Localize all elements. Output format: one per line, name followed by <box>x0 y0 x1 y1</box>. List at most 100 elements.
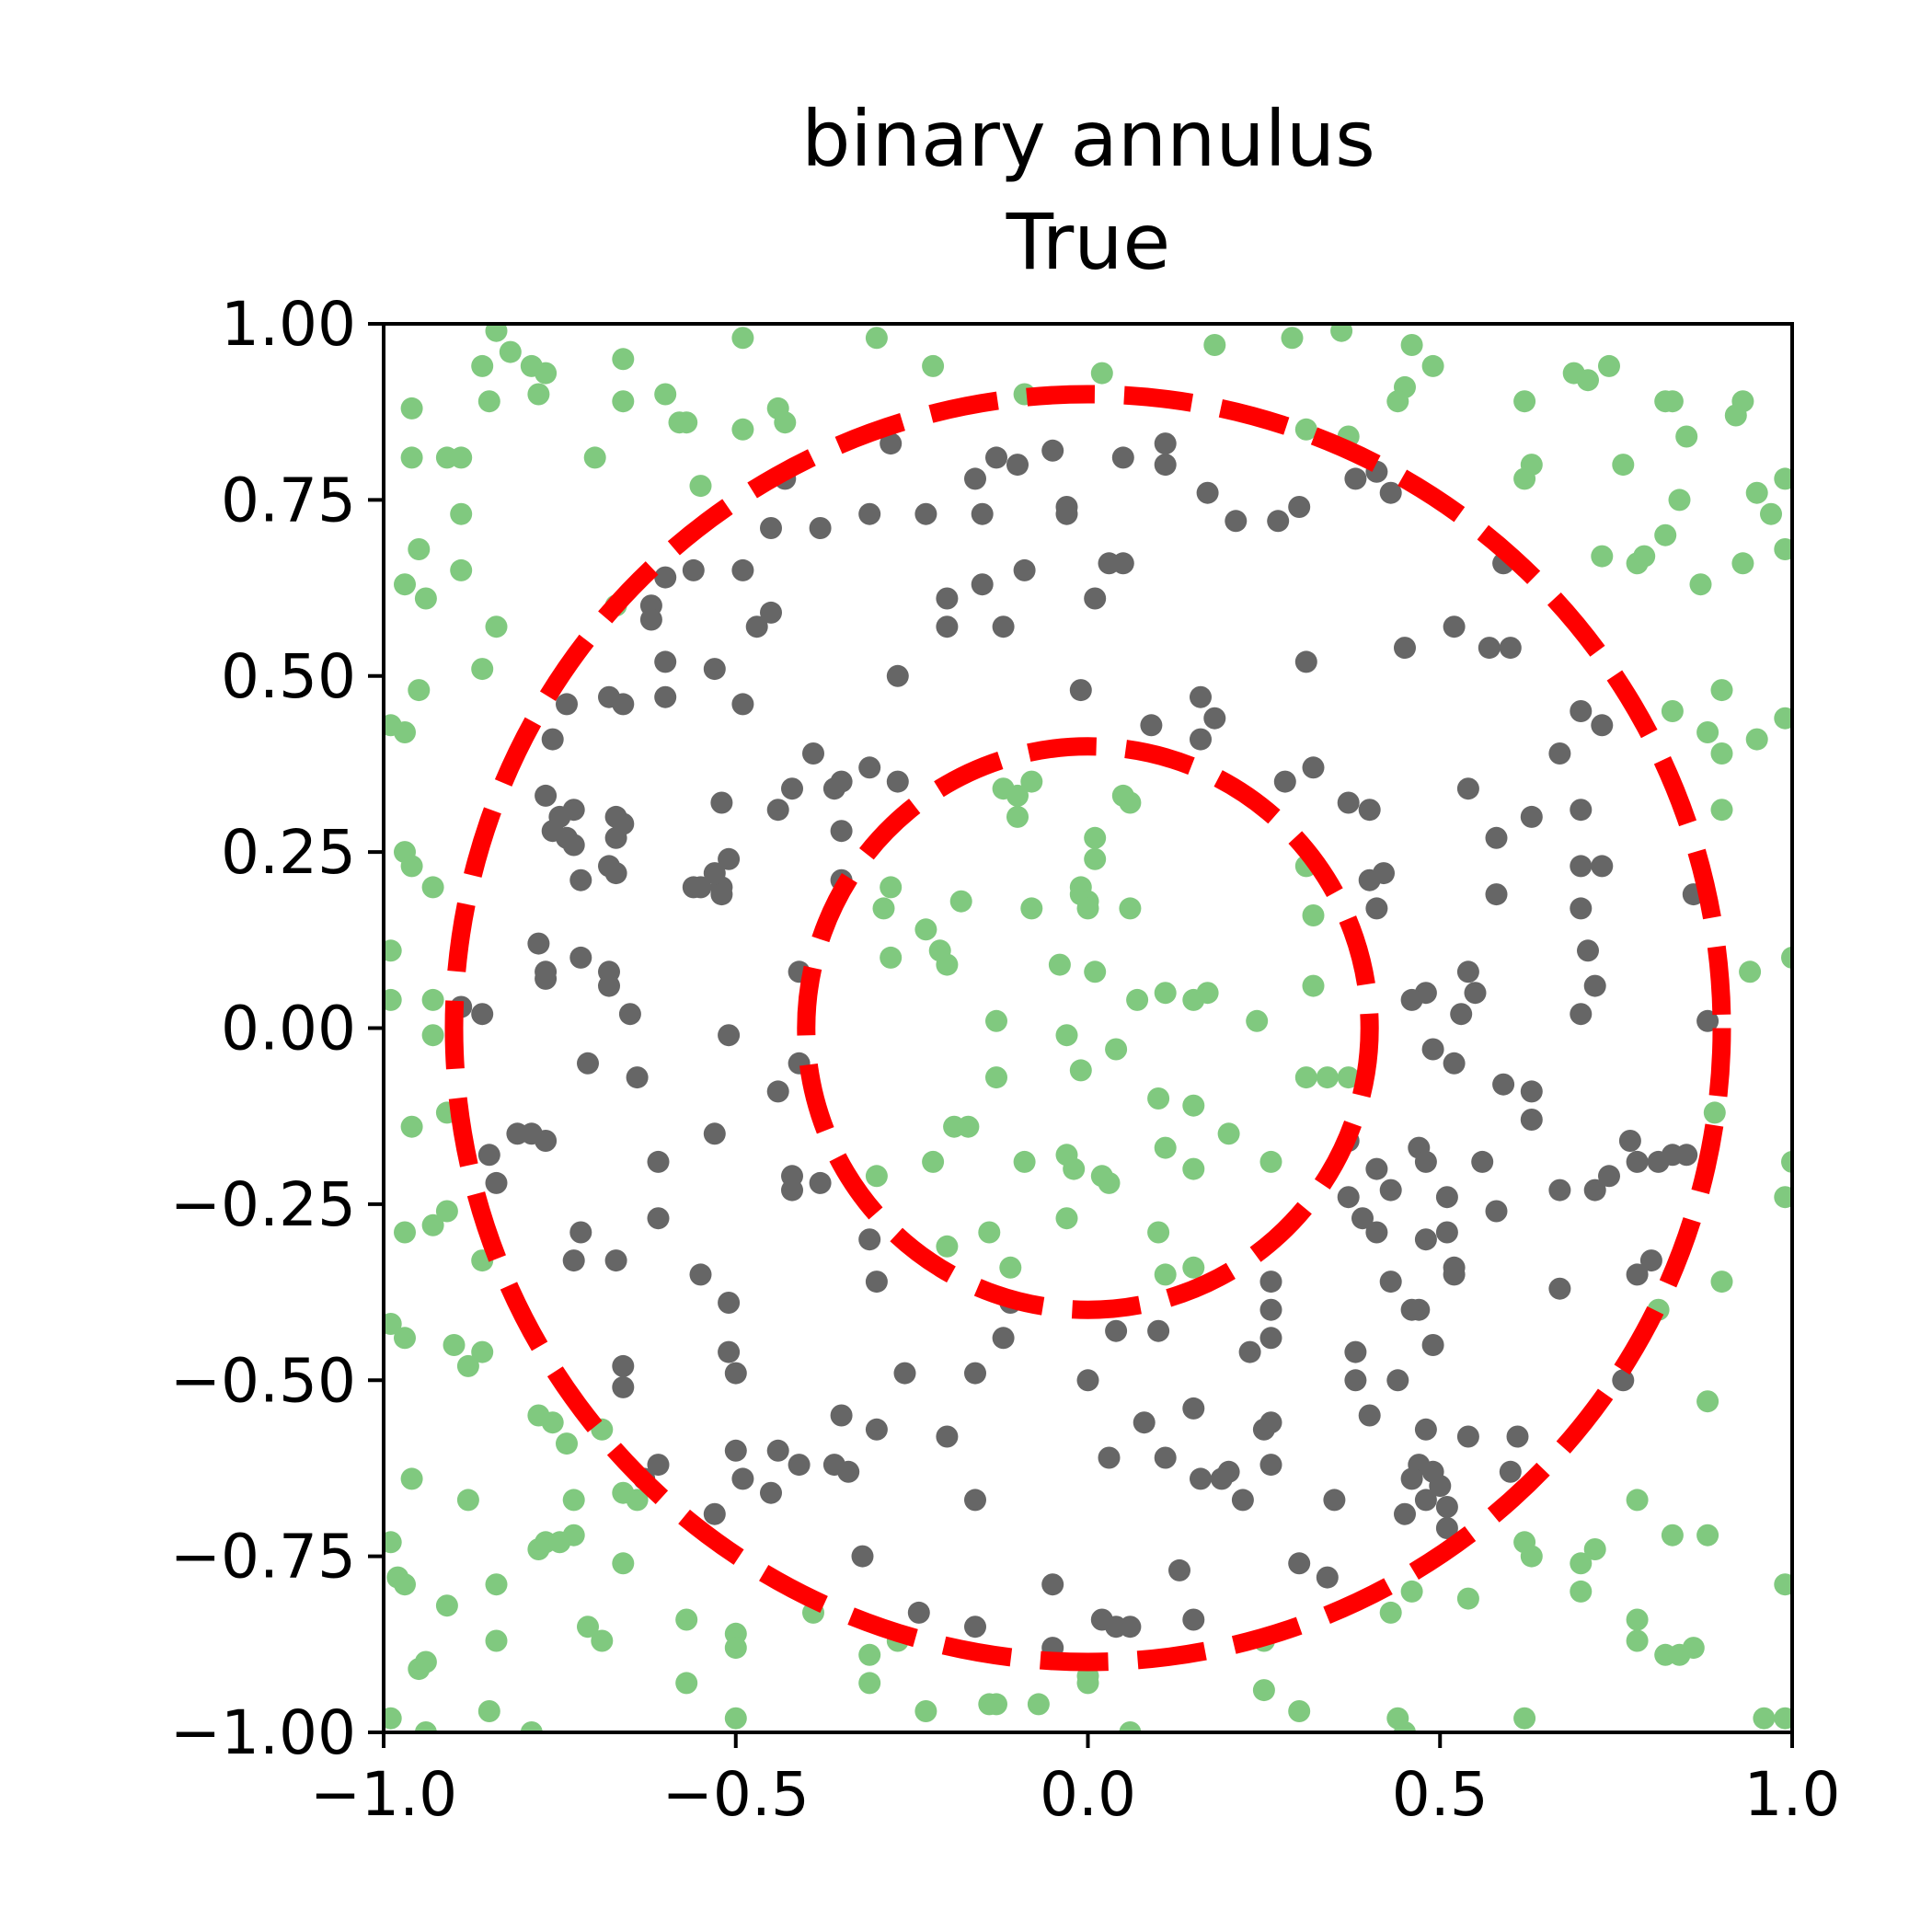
annulus-point <box>471 1003 494 1026</box>
annulus-point <box>858 756 881 779</box>
y-tick-label: 0.50 <box>221 641 356 712</box>
annulus-point <box>562 799 585 822</box>
outside-point <box>1400 334 1423 356</box>
outside-point <box>400 855 423 878</box>
chart-title: binary annulus <box>801 94 1375 184</box>
annulus-point <box>1414 1418 1437 1441</box>
annulus-point <box>718 847 741 870</box>
outside-point <box>1147 1087 1170 1110</box>
annulus-point <box>1259 1411 1282 1434</box>
outside-point <box>1654 523 1677 546</box>
annulus-point <box>880 432 903 455</box>
annulus-point <box>731 693 754 716</box>
outside-point <box>421 1213 444 1236</box>
annulus-point <box>1456 777 1479 800</box>
annulus-point <box>1598 1165 1620 1188</box>
outside-point <box>1006 805 1029 828</box>
annulus-point <box>485 1171 508 1194</box>
annulus-point <box>1570 897 1593 920</box>
outside-point <box>1379 1601 1402 1624</box>
annulus-point <box>1182 1608 1205 1631</box>
annulus-point <box>569 868 592 891</box>
annulus-point <box>569 1221 592 1244</box>
outside-point <box>612 348 635 371</box>
annulus-point <box>802 742 824 765</box>
annulus-point <box>1421 1460 1444 1483</box>
annulus-point <box>1386 1369 1409 1392</box>
annulus-point <box>639 608 662 631</box>
outside-point <box>485 615 508 638</box>
outside-point <box>1598 354 1620 377</box>
outside-point <box>477 1700 500 1722</box>
annulus-point <box>1006 454 1029 477</box>
annulus-point <box>886 770 909 793</box>
outside-point <box>400 1467 423 1490</box>
annulus-point <box>1583 974 1606 997</box>
outside-point <box>914 1700 937 1722</box>
outside-point <box>527 383 550 406</box>
annulus-point <box>703 1502 726 1525</box>
outside-point <box>471 354 494 377</box>
annulus-point <box>992 1327 1015 1350</box>
annulus-point <box>1344 1369 1367 1392</box>
outside-point <box>936 1235 959 1258</box>
annulus-point <box>1421 1038 1444 1061</box>
annulus-point <box>1492 1073 1515 1096</box>
plot-area <box>384 324 1792 1732</box>
outside-point <box>1020 770 1043 793</box>
annulus-point <box>1154 432 1177 455</box>
outside-point <box>520 1721 543 1732</box>
outside-point <box>583 446 606 469</box>
outside-point <box>1246 1009 1269 1032</box>
annulus-point <box>1456 960 1479 983</box>
outside-point <box>1745 481 1768 504</box>
annulus-point <box>1190 1467 1212 1490</box>
annulus-point <box>703 1122 726 1145</box>
annulus-point <box>1288 496 1311 518</box>
outside-point <box>880 876 903 899</box>
outside-point <box>985 1066 1007 1089</box>
outside-point <box>1675 425 1698 448</box>
outside-point <box>1048 953 1071 976</box>
annulus-point <box>1294 650 1317 673</box>
y-tick-label: −0.50 <box>170 1345 356 1416</box>
outside-point <box>1203 334 1226 356</box>
annulus-point <box>1400 1467 1423 1490</box>
outside-point <box>1710 799 1733 822</box>
annulus-point <box>781 777 803 800</box>
outside-point <box>1154 982 1177 1005</box>
outside-point <box>999 1256 1022 1279</box>
outside-point <box>1084 847 1107 870</box>
annulus-point <box>1379 481 1402 504</box>
outside-point <box>1760 502 1782 525</box>
annulus-point <box>1548 1179 1571 1202</box>
annulus-point <box>1443 1263 1466 1286</box>
outside-point <box>1661 1524 1684 1547</box>
outside-point <box>1182 1157 1205 1180</box>
annulus-point <box>710 791 733 814</box>
outside-point <box>949 890 972 913</box>
outside-point <box>1337 1066 1360 1089</box>
outside-point <box>985 1009 1007 1032</box>
outside-point <box>1119 897 1142 920</box>
axes: −1.0 −0.5 0.0 0.5 1.0 1.00 0.75 0.50 0.25 0.00 −0.… <box>170 289 1841 1830</box>
outside-point <box>456 1354 479 1377</box>
annulus-point <box>731 558 754 581</box>
annulus-point <box>1337 1186 1360 1209</box>
annulus-point <box>1323 1489 1346 1512</box>
annulus-point <box>1548 742 1571 765</box>
annulus-point <box>654 685 677 708</box>
outside-point <box>1252 1679 1275 1702</box>
outside-point <box>394 1573 416 1596</box>
outside-point <box>456 1489 479 1512</box>
outside-point <box>421 1024 444 1047</box>
annulus-point <box>992 615 1015 638</box>
annulus-point <box>1570 1003 1593 1026</box>
outside-point <box>1591 545 1614 568</box>
annulus-point <box>1069 679 1092 702</box>
outside-point <box>1710 1271 1733 1294</box>
outside-point <box>384 939 402 962</box>
annulus-point <box>541 820 564 843</box>
x-tick-label: −0.5 <box>662 1759 810 1830</box>
annulus-point <box>964 1362 986 1385</box>
